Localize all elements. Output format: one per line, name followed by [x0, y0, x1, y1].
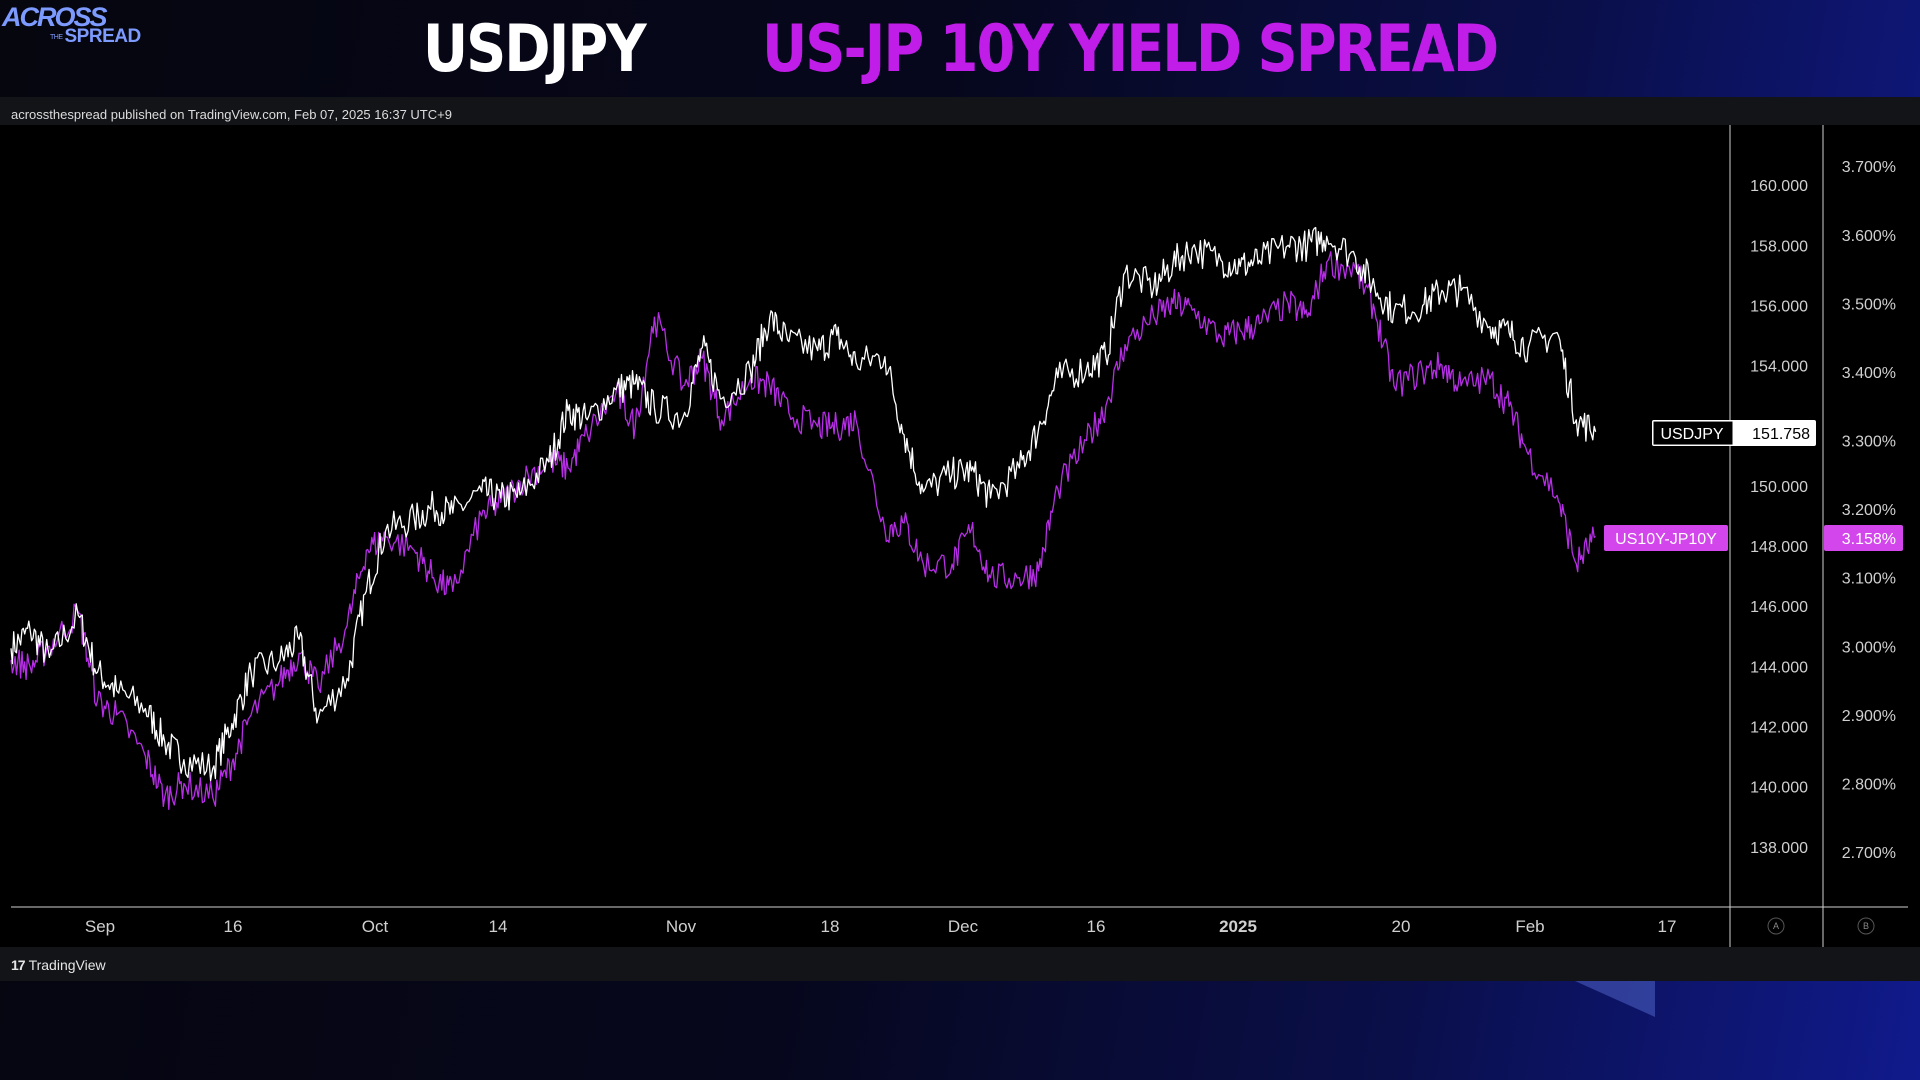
- x-axis-tick: 18: [821, 917, 840, 936]
- right-axis-tick: 3.600%: [1842, 228, 1896, 245]
- spread-series-name: US10Y-JP10Y: [1615, 531, 1717, 548]
- spread-last-price-tag: [1824, 524, 1903, 551]
- axes: 160.000158.000156.000154.000152.000150.0…: [11, 125, 1908, 947]
- left-axis-tick: 146.000: [1750, 599, 1808, 616]
- x-axis-tick: 20: [1392, 917, 1411, 936]
- x-axis-tick: 16: [1087, 917, 1106, 936]
- logo-line-1: ACROSS: [2, 2, 108, 32]
- x-axis-tick: Sep: [85, 917, 115, 936]
- scale-button-circle: [1767, 917, 1785, 935]
- left-axis-tick: 150.000: [1750, 479, 1808, 496]
- x-axis-tick: 2025: [1219, 917, 1257, 936]
- left-axis-tick: 154.000: [1750, 359, 1808, 376]
- left-axis-tick: 138.000: [1750, 840, 1808, 857]
- spread-line: [10, 251, 1596, 811]
- left-axis-tick: 140.000: [1750, 780, 1808, 797]
- plot-area[interactable]: [10, 226, 1597, 811]
- price-chart[interactable]: 160.000158.000156.000154.000152.000150.0…: [0, 97, 1920, 947]
- right-axis-tick: 3.300%: [1842, 434, 1896, 451]
- usdjpy-series-name-box: [1652, 420, 1734, 446]
- tradingview-name: TradingView: [28, 957, 106, 973]
- scale-button-label: A: [1773, 921, 1779, 931]
- right-axis-tick: 3.400%: [1842, 365, 1896, 382]
- publisher-line: acrossthespread published on TradingView…: [11, 107, 452, 122]
- left-axis-tick: 156.000: [1750, 298, 1808, 315]
- right-axis-tick: 3.100%: [1842, 571, 1896, 588]
- usdjpy-last-value: 151.758: [1752, 426, 1810, 443]
- usdjpy-line: [10, 226, 1597, 782]
- logo-line-2: THE SPREAD: [50, 25, 154, 47]
- x-axis-tick: 17: [1658, 917, 1677, 936]
- right-axis-tick: 2.900%: [1842, 708, 1896, 725]
- brand-logo: ACROSS THE SPREAD: [2, 2, 141, 46]
- right-axis-tick: 3.200%: [1842, 502, 1896, 519]
- x-axis-tick: 14: [489, 917, 508, 936]
- tradingview-logo-icon: 17: [11, 957, 26, 973]
- left-axis-tick: 144.000: [1750, 659, 1808, 676]
- left-axis-tick: 158.000: [1750, 238, 1808, 255]
- headline: USDJPY US-JP 10Y YIELD SPREAD: [0, 10, 1920, 87]
- logo-small-text: THE: [50, 33, 63, 41]
- x-axis-tick: Oct: [362, 917, 389, 936]
- x-axis-tick: Feb: [1515, 917, 1544, 936]
- logo-line-2-text: SPREAD: [64, 25, 142, 47]
- chart-panel: acrossthespread published on TradingView…: [0, 97, 1920, 981]
- left-axis-tick: 160.000: [1750, 178, 1808, 195]
- chart-panel-header: acrossthespread published on TradingView…: [0, 97, 1920, 125]
- x-axis-tick: 16: [224, 917, 243, 936]
- right-axis-tick: 2.800%: [1842, 777, 1896, 794]
- x-axis-tick: Dec: [948, 917, 979, 936]
- spread-series-name-tag: [1604, 524, 1728, 551]
- right-axis-tick: 3.000%: [1842, 639, 1896, 656]
- x-axis-tick: Nov: [666, 917, 697, 936]
- right-axis-tick: 3.700%: [1842, 159, 1896, 176]
- usdjpy-series-name: USDJPY: [1660, 426, 1723, 443]
- decorative-triangle: [1575, 981, 1655, 1017]
- chart-panel-footer: 17 TradingView: [0, 947, 1920, 981]
- headline-usdjpy: USDJPY: [422, 10, 647, 87]
- right-axis-tick: 3.500%: [1842, 296, 1896, 313]
- left-axis-tick: 142.000: [1750, 720, 1808, 737]
- headline-spread: US-JP 10Y YIELD SPREAD: [762, 10, 1499, 87]
- price-labels: USDJPY 151.758 US10Y-JP10Y 3.158%: [1604, 420, 1903, 551]
- tradingview-brand[interactable]: 17 TradingView: [11, 957, 106, 973]
- scale-button-label: B: [1863, 921, 1869, 931]
- spread-last-value: 3.158%: [1842, 531, 1896, 548]
- left-axis-tick: 148.000: [1750, 539, 1808, 556]
- right-axis-tick: 2.700%: [1842, 845, 1896, 862]
- scale-button-circle: [1857, 917, 1875, 935]
